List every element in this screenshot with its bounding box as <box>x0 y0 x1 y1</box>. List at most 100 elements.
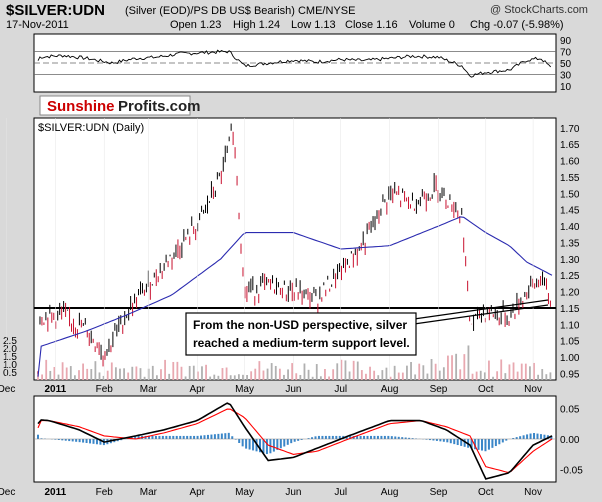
macd-histogram-bar <box>394 436 397 439</box>
volume-bar <box>283 374 285 380</box>
volume-bar <box>340 359 343 380</box>
macd-histogram-bar <box>383 435 386 439</box>
volume-bar <box>475 371 478 380</box>
price-tick-label: 1.10 <box>560 320 580 331</box>
volume-bar <box>106 370 109 380</box>
volume-bar <box>262 370 265 380</box>
volume-bar <box>533 362 535 380</box>
macd-histogram-bar <box>272 439 275 452</box>
macd-histogram-bar <box>300 439 303 440</box>
volume-bar <box>201 366 203 380</box>
volume-bar <box>217 375 220 380</box>
volume-bar <box>160 369 162 380</box>
macd-histogram-bar <box>373 435 376 439</box>
macd-histogram-bar <box>54 439 57 440</box>
volume-bar <box>274 365 277 380</box>
macd-histogram-bar <box>61 439 64 441</box>
price-tick-label: 1.65 <box>560 140 580 151</box>
volume-bar <box>504 373 507 380</box>
volume-bar <box>119 368 121 380</box>
volume-bar <box>266 368 269 380</box>
volume-bar <box>324 369 326 380</box>
macd-histogram-bar <box>241 439 244 447</box>
macd-histogram-bar <box>317 435 320 439</box>
price-tick-label: 1.15 <box>560 304 580 315</box>
volume-bar <box>82 363 84 380</box>
volume-bar <box>377 375 380 380</box>
macd-histogram-bar <box>213 434 216 439</box>
volume-bar <box>57 374 60 380</box>
macd-tick-label: 0.00 <box>560 435 580 446</box>
macd-histogram-bar <box>220 433 223 439</box>
symbol-description: (Silver (EOD)/PS DB US$ Bearish) CME/NYS… <box>125 5 356 17</box>
volume-bar <box>184 376 187 380</box>
volume-bar <box>467 345 470 380</box>
volume-bar <box>479 370 482 380</box>
macd-histogram-bar <box>328 435 331 439</box>
price-tick-label: 1.00 <box>560 353 580 364</box>
volume-bar <box>65 367 68 380</box>
macd-histogram-bar <box>425 439 428 440</box>
macd-histogram-bar <box>435 439 438 441</box>
price-x-tick-label: Mar <box>140 384 158 395</box>
macd-x-tick-label: Oct <box>478 487 494 498</box>
price-tick-label: 1.60 <box>560 157 580 168</box>
volume-bar <box>98 372 101 380</box>
macd-histogram-bar <box>460 439 463 446</box>
price-tick-label: 1.25 <box>560 271 580 282</box>
volume-bar <box>102 375 105 380</box>
annotation-pointer-2 <box>413 304 549 325</box>
rsi-tick-label: 90 <box>560 36 572 47</box>
macd-histogram-bar <box>210 434 213 439</box>
price-x-tick-label: Feb <box>96 384 114 395</box>
macd-histogram-bar <box>224 433 227 439</box>
volume-bar <box>492 376 494 380</box>
volume-bar <box>451 355 453 380</box>
macd-histogram-bar <box>203 435 206 439</box>
macd-x-tick-label: Dec <box>0 487 15 498</box>
macd-histogram-bar <box>543 434 546 439</box>
volume-tick-label: 1.5 <box>3 352 17 363</box>
macd-histogram-bar <box>189 435 192 439</box>
volume-bar <box>180 366 183 380</box>
macd-histogram-bar <box>491 439 494 448</box>
macd-histogram-bar <box>529 433 532 439</box>
volume-bar <box>463 354 466 380</box>
rsi-line <box>37 49 552 78</box>
macd-x-tick-label: Sep <box>430 487 448 498</box>
macd-histogram-bar <box>363 435 366 439</box>
stockcharts-watermark: @ StockCharts.com <box>490 4 588 16</box>
macd-histogram-bar <box>411 438 414 439</box>
macd-histogram-bar <box>349 435 352 439</box>
macd-histogram-bar <box>95 439 98 445</box>
macd-histogram-bar <box>526 434 529 439</box>
macd-histogram-bar <box>175 435 178 439</box>
macd-histogram-bar <box>463 439 466 447</box>
volume-bar <box>356 361 359 380</box>
macd-x-tick-label: May <box>235 487 254 498</box>
macd-histogram-bar <box>449 439 452 444</box>
volume-bar <box>131 366 134 380</box>
change-value: Chg -0.07 (-5.98%) <box>470 19 564 31</box>
annotation-line-2: reached a medium-term support level. <box>193 336 410 350</box>
macd-histogram-bar <box>85 439 88 443</box>
macd-tick-label: 0.05 <box>560 404 580 415</box>
volume-bar <box>69 366 72 380</box>
macd-histogram-bar <box>161 435 164 439</box>
macd-histogram-bar <box>512 438 515 439</box>
macd-histogram-bar <box>335 435 338 439</box>
volume-bar <box>233 375 236 380</box>
macd-histogram-bar <box>498 439 501 445</box>
price-x-tick-label: May <box>235 384 254 395</box>
volume-bar <box>164 359 166 380</box>
volume-bar <box>406 365 408 380</box>
volume-bar <box>512 362 515 380</box>
price-tick-label: 1.55 <box>560 173 580 184</box>
volume-bar <box>426 373 429 380</box>
volume-bar <box>336 363 339 380</box>
volume-bar <box>344 360 347 380</box>
macd-x-tick-label: Jul <box>334 487 347 498</box>
volume-bar <box>422 365 425 380</box>
high-value: High 1.24 <box>233 19 281 31</box>
macd-histogram-bar <box>158 435 161 439</box>
